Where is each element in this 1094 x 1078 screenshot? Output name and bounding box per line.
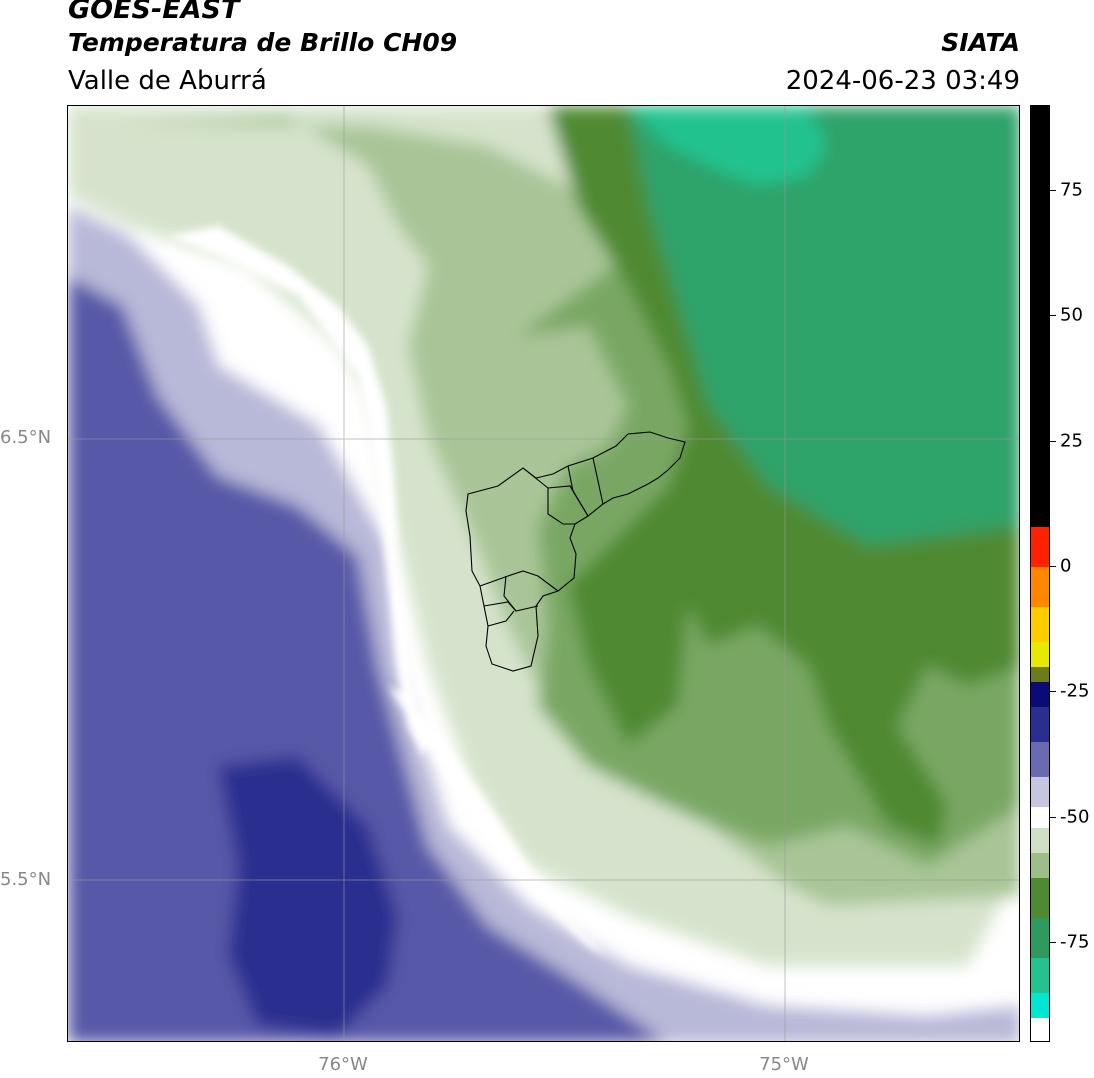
colorbar-tick <box>1050 190 1056 192</box>
colorbar-segment <box>1031 807 1049 829</box>
lat-label-5.5N: 5.5°N <box>0 869 52 890</box>
region-label: Valle de Aburrá <box>68 66 267 96</box>
colorbar-segment <box>1031 607 1049 643</box>
colorbar-segment <box>1031 992 1049 1019</box>
brightness-temperature-map <box>67 105 1020 1042</box>
colorbar-tick-label: 0 <box>1060 555 1072 577</box>
aburra-valley-boundaries <box>465 431 686 672</box>
colorbar-tick-label: -50 <box>1060 806 1090 828</box>
title: GOES-EAST <box>68 0 240 25</box>
colorbar-segment <box>1031 642 1049 668</box>
white-stripe <box>388 686 608 956</box>
municipality-border-1 <box>522 467 575 525</box>
lon-label-75W: 75°W <box>759 1054 809 1075</box>
colorbar-tick-label: 75 <box>1060 179 1083 201</box>
organization-label: SIATA <box>941 28 1020 57</box>
colorbar-tick <box>1050 315 1056 317</box>
colorbar-segment <box>1031 707 1049 743</box>
lon-label-76W: 76°W <box>318 1054 368 1075</box>
blue-cloud-zone <box>68 276 666 1041</box>
subtitle: Temperatura de Brillo CH09 <box>68 28 458 57</box>
colorbar-segment <box>1031 742 1049 778</box>
municipality-border-5 <box>479 570 559 592</box>
colorbar-segment <box>1031 777 1049 808</box>
municipality-border-8 <box>487 610 515 627</box>
white-band <box>168 226 428 756</box>
municipality-border-3 <box>567 465 589 517</box>
municipality-border-4 <box>592 457 604 505</box>
municipality-border-7 <box>483 601 517 612</box>
map-canvas <box>68 106 1019 1041</box>
colorbar-segment <box>1031 877 1049 919</box>
colorbar-tick-label: -25 <box>1060 680 1090 702</box>
colorbar-tick <box>1050 941 1056 943</box>
teal-zone <box>628 106 1019 546</box>
colorbar-segment <box>1031 957 1049 994</box>
colorbar-segment <box>1031 852 1049 879</box>
colorbar-tick <box>1050 691 1056 693</box>
colorbar-tick-label: -75 <box>1060 931 1090 953</box>
datetime-label: 2024-06-23 03:49 <box>785 66 1020 96</box>
lat-label-6.5N: 6.5°N <box>0 427 52 448</box>
colorbar-tick-label: 50 <box>1060 304 1083 326</box>
colorbar-segment <box>1031 566 1049 608</box>
colorbar-segment <box>1031 827 1049 854</box>
colorbar-segment <box>1031 106 1049 528</box>
cyan-core <box>628 106 828 186</box>
deep-blue-core <box>218 756 398 1036</box>
colorbar-tick <box>1050 816 1056 818</box>
colorbar-segment <box>1031 667 1049 683</box>
colorbar-segment <box>1031 682 1049 708</box>
colorbar-segment <box>1031 917 1049 959</box>
colorbar-tick <box>1050 565 1056 567</box>
colorbar-tick <box>1050 440 1056 442</box>
colorbar-tick-label: 25 <box>1060 430 1083 452</box>
colorbar-segment <box>1031 526 1049 568</box>
colorbar <box>1030 105 1050 1042</box>
colorbar-segment <box>1031 1017 1049 1041</box>
graticule <box>68 106 1019 1041</box>
